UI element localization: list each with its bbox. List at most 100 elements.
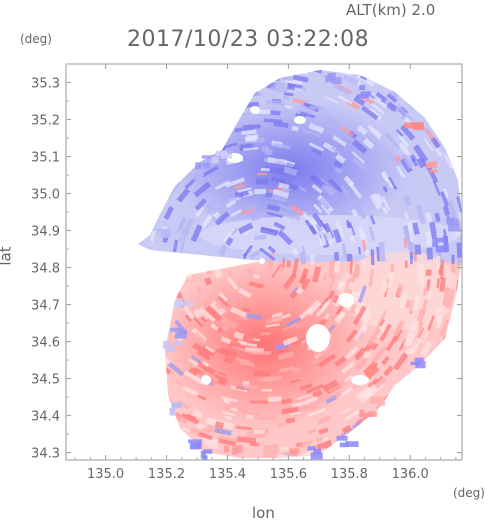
speckle-cell (200, 214, 213, 230)
velocity-field (138, 70, 462, 460)
speckle-cell (149, 90, 168, 106)
speckle-cell (354, 347, 365, 358)
edge-fragment (191, 274, 197, 280)
speckle-cell (435, 363, 448, 381)
speckle-cell (187, 122, 196, 130)
edge-fragment (185, 279, 193, 284)
speckle-cell (440, 259, 445, 280)
speckle-cell (163, 183, 172, 193)
speckle-cell (353, 95, 366, 107)
y-tick-label: 35.2 (31, 114, 60, 129)
speckle-cell (198, 431, 213, 441)
speckle-cell (371, 417, 379, 424)
speckle-cell (367, 124, 382, 138)
edge-fragment (189, 442, 202, 450)
speckle-cell (200, 75, 216, 83)
speckle-cell (223, 398, 231, 404)
speckle-cell (344, 410, 360, 422)
speckle-cell (396, 105, 413, 121)
speckle-cell (215, 347, 230, 357)
speckle-cell (323, 314, 335, 327)
speckle-cell (386, 70, 399, 74)
speckle-cell (301, 294, 312, 306)
speckle-cell (179, 124, 192, 134)
data-gap (250, 106, 260, 114)
speckle-cell (203, 388, 213, 394)
speckle-cell (388, 176, 398, 191)
speckle-cell (260, 167, 270, 172)
edge-fragment (336, 435, 348, 441)
speckle-cell (371, 345, 388, 364)
speckle-cell (399, 157, 413, 174)
speckle-cell (261, 227, 279, 234)
speckle-cell (278, 366, 295, 373)
speckle-cell (234, 183, 245, 190)
speckle-cell (266, 99, 285, 106)
speckle-cell (345, 219, 353, 230)
speckle-cell (335, 305, 344, 316)
speckle-cell (143, 298, 154, 318)
speckle-cell (386, 70, 398, 75)
speckle-cell (404, 260, 408, 269)
speckle-cell (361, 239, 367, 252)
speckle-cell (144, 175, 158, 192)
speckle-cell (199, 90, 218, 98)
speckle-cell (440, 319, 449, 336)
speckle-cell (167, 455, 183, 458)
speckle-cell (362, 360, 379, 376)
speckle-cell (292, 258, 299, 277)
speckle-cell (334, 251, 340, 262)
edge-fragment (345, 441, 359, 447)
speckle-cell (283, 273, 297, 290)
x-tick-label: 135.8 (331, 467, 368, 482)
speckle-cell (163, 151, 175, 163)
speckle-cell (257, 114, 273, 117)
speckle-cell (366, 378, 379, 389)
speckle-cell (298, 186, 308, 193)
speckle-cell (381, 282, 389, 293)
speckle-cell (402, 194, 412, 207)
speckle-cell (251, 351, 272, 355)
edge-fragment (414, 357, 424, 361)
x-tick-label: 135.2 (148, 467, 185, 482)
speckle-cell (156, 270, 164, 288)
speckle-cell (326, 231, 334, 243)
speckle-cell (400, 70, 418, 83)
speckle-cell (352, 305, 367, 326)
speckle-cell (415, 204, 426, 225)
speckle-cell (328, 178, 344, 194)
speckle-cell (438, 70, 447, 74)
speckle-cell (322, 379, 339, 393)
speckle-cell (231, 345, 251, 353)
speckle-cell (234, 127, 243, 133)
speckle-cell (200, 427, 211, 433)
speckle-cell (298, 440, 313, 447)
speckle-cell (430, 110, 447, 129)
speckle-cell (311, 358, 319, 366)
speckle-cell (452, 337, 462, 357)
speckle-cell (308, 142, 324, 152)
speckle-cell (184, 177, 197, 190)
speckle-cell (200, 314, 210, 323)
speckle-cell (163, 108, 175, 119)
speckle-cell (374, 377, 387, 390)
speckle-cell (441, 413, 452, 425)
speckle-cell (284, 160, 296, 166)
edge-fragment (360, 91, 372, 96)
speckle-cell (205, 200, 215, 210)
speckle-cell (220, 336, 232, 345)
speckle-cell (214, 211, 230, 226)
edge-fragment (201, 155, 215, 159)
speckle-cell (281, 186, 291, 194)
speckle-cell (259, 247, 276, 261)
speckle-cell (282, 166, 298, 176)
speckle-cell (457, 255, 461, 266)
speckle-cell (324, 95, 339, 104)
speckle-cell (432, 375, 448, 394)
speckle-cell (311, 147, 323, 156)
altitude-label: ALT(km) 2.0 (346, 1, 436, 19)
speckle-cell (390, 263, 395, 273)
speckle-cell (138, 263, 143, 277)
speckle-cell (386, 272, 394, 289)
speckle-cell (456, 242, 462, 258)
